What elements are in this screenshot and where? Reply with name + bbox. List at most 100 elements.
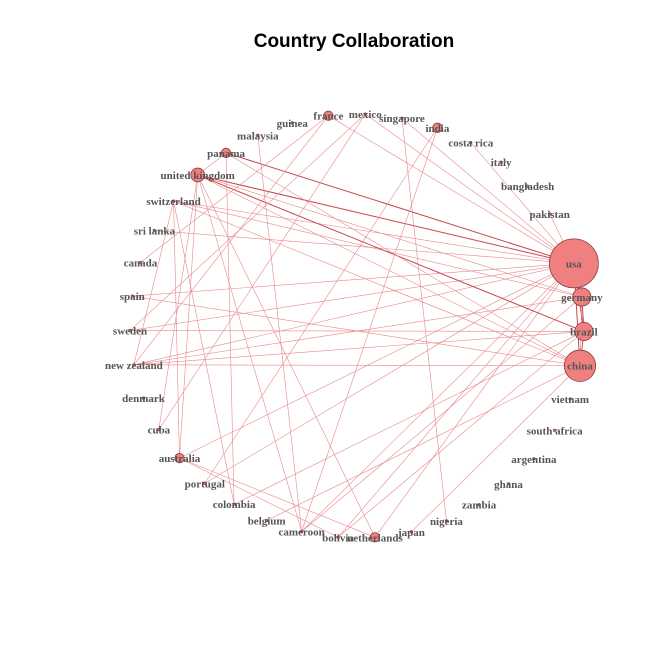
- edge-australia-bolivia: [179, 457, 339, 538]
- edge-china-new-zealand: [133, 364, 580, 367]
- edge-switzerland-new-zealand: [133, 201, 174, 365]
- labels-layer: usa germany brazil china vietnam south africa…: [105, 109, 603, 544]
- edge-china-japan: [411, 365, 581, 533]
- label-singapore: singapore: [379, 113, 425, 125]
- edge-united-kingdom-australia: [179, 174, 199, 459]
- edge-india-portugal: [204, 127, 438, 484]
- node-new-zealand: [132, 363, 136, 367]
- edge-india-cameroon: [301, 127, 438, 532]
- label-colombia: colombia: [213, 499, 256, 511]
- edge-china-switzerland: [173, 200, 581, 367]
- label-portugal: portugal: [185, 478, 225, 490]
- chart-title: Country Collaboration: [254, 31, 455, 52]
- label-costa-rica: costa rica: [448, 138, 493, 150]
- label-china: china: [567, 361, 593, 373]
- edge-switzerland-australia: [173, 201, 180, 459]
- label-india: india: [426, 123, 450, 135]
- label-mexico: mexico: [349, 109, 382, 121]
- edge-germany-switzerland: [173, 200, 582, 298]
- edge-united-kingdom-cameroon: [197, 174, 302, 532]
- node-pakistan: [548, 212, 552, 216]
- label-new-zealand: new zealand: [105, 360, 163, 372]
- node-united-kingdom: [190, 167, 206, 183]
- label-switzerland: switzerland: [146, 196, 200, 208]
- node-bolivia: [336, 535, 340, 539]
- label-bolivia: bolivia: [322, 532, 354, 544]
- node-malaysia: [256, 133, 260, 137]
- node-singapore: [400, 116, 404, 120]
- edge-usa-bolivia: [337, 263, 575, 538]
- label-ghana: ghana: [494, 479, 523, 491]
- label-japan: japan: [397, 527, 425, 539]
- node-usa: [548, 238, 599, 289]
- node-china: [563, 349, 597, 382]
- edge-usa-australia: [179, 263, 574, 459]
- edge-usa-mexico: [365, 113, 575, 264]
- node-portugal: [203, 481, 207, 485]
- node-belgium: [265, 518, 269, 523]
- label-spain: spain: [120, 291, 145, 303]
- edge-usa-france: [328, 115, 575, 264]
- edge-france-canada: [140, 115, 329, 263]
- node-india: [432, 122, 443, 133]
- node-zambia: [477, 503, 481, 507]
- node-panama: [220, 147, 232, 158]
- label-argentina: argentina: [511, 454, 557, 466]
- node-cameroon: [300, 529, 304, 534]
- edge-malaysia-cameroon: [257, 135, 302, 532]
- node-japan: [409, 530, 414, 534]
- label-zambia: zambia: [462, 500, 497, 512]
- label-bangladesh: bangladesh: [501, 181, 554, 193]
- edge-united-kingdom-cuba: [158, 174, 198, 430]
- node-canada: [138, 260, 143, 265]
- edge-usa-switzerland: [173, 200, 574, 264]
- edge-germany-united-kingdom: [197, 174, 582, 298]
- edge-china-united-kingdom: [197, 174, 581, 367]
- node-switzerland: [171, 199, 176, 203]
- edge-usa-spain: [132, 263, 574, 297]
- label-south-africa: south africa: [527, 425, 583, 437]
- label-denmark: denmark: [122, 393, 166, 405]
- node-italy: [499, 160, 503, 164]
- node-guinea: [290, 121, 294, 125]
- edge-france-new-zealand: [133, 115, 329, 366]
- label-united-kingdom: united kingdom: [161, 170, 235, 182]
- label-germany: germany: [561, 292, 603, 304]
- edges-layer: [129, 113, 585, 538]
- label-sri-lanka: sri lanka: [134, 226, 176, 238]
- node-bangladesh: [526, 184, 530, 188]
- node-nigeria: [444, 519, 449, 523]
- label-nigeria: nigeria: [430, 516, 463, 528]
- edge-panama-colombia: [225, 152, 235, 505]
- edge-usa-united-kingdom: [197, 174, 574, 264]
- edge-usa-sweden: [130, 263, 574, 331]
- node-sweden: [128, 328, 132, 333]
- node-mexico: [363, 112, 367, 116]
- edge-brazil-new-zealand: [133, 331, 584, 366]
- label-pakistan: pakistan: [529, 209, 569, 221]
- label-belgium: belgium: [248, 515, 286, 527]
- node-vietnam: [568, 397, 572, 401]
- edge-singapore-nigeria: [401, 118, 447, 521]
- edge-china-spain: [132, 295, 581, 367]
- node-sri-lanka: [152, 228, 156, 233]
- edge-usa-singapore: [401, 117, 575, 264]
- edge-brazil-united-kingdom: [197, 174, 585, 332]
- label-guinea: guinea: [277, 118, 309, 130]
- node-spain: [130, 294, 134, 298]
- label-malaysia: malaysia: [237, 130, 279, 142]
- node-cuba: [157, 427, 161, 432]
- edge-united-kingdom-netherlands: [197, 174, 376, 538]
- label-vietnam: vietnam: [551, 394, 589, 406]
- nodes-layer: [128, 110, 599, 543]
- edge-usa-new-zealand: [133, 263, 574, 366]
- node-ghana: [506, 482, 511, 486]
- edge-china-belgium: [266, 365, 581, 521]
- edge-usa-sri-lanka: [154, 230, 574, 264]
- edge-usa-cameroon: [301, 263, 575, 532]
- edge-usa-netherlands: [374, 263, 575, 538]
- label-netherlands: netherlands: [347, 532, 403, 544]
- label-sweden: sweden: [113, 326, 147, 338]
- edge-brazil-colombia: [233, 331, 585, 505]
